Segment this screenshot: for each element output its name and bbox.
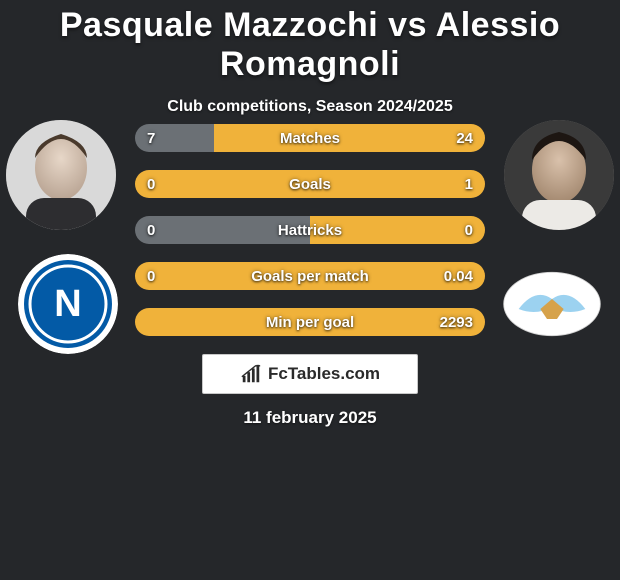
avatar-placeholder-icon: [6, 120, 116, 230]
date-text: 11 february 2025: [0, 408, 620, 428]
svg-text:N: N: [54, 283, 81, 325]
stat-bars: Matches724 Goals01 Hattricks00 Goals per ma…: [135, 124, 485, 354]
club-badge-icon: [502, 264, 602, 344]
page-subtitle: Club competitions, Season 2024/2025: [0, 98, 620, 116]
club-right-badge: [502, 254, 602, 354]
chart-icon: [240, 363, 262, 385]
stat-bar: Hattricks00: [135, 216, 485, 244]
club-left-badge: N: [18, 254, 118, 354]
player-right-avatar: [504, 120, 614, 230]
brand-text: FcTables.com: [268, 364, 380, 384]
club-badge-icon: N: [18, 254, 118, 354]
page-title: Pasquale Mazzochi vs Alessio Romagnoli: [0, 0, 620, 84]
player-left-avatar: [6, 120, 116, 230]
stat-bar: Goals per match00.04: [135, 262, 485, 290]
stat-bar: Matches724: [135, 124, 485, 152]
brand-badge: FcTables.com: [202, 354, 418, 394]
avatar-placeholder-icon: [504, 120, 614, 230]
stat-bar: Goals01: [135, 170, 485, 198]
stat-bar: Min per goal2293: [135, 308, 485, 336]
